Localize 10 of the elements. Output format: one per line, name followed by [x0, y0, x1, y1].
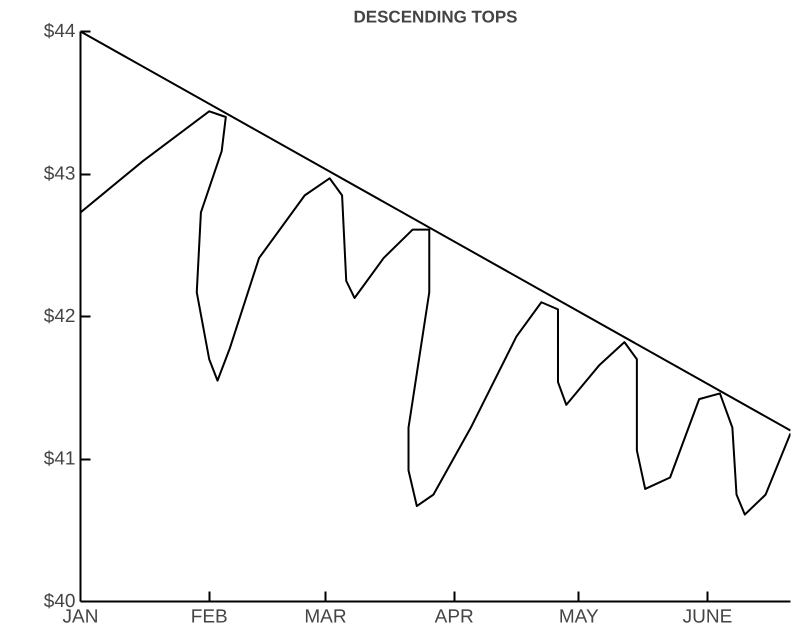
y-tick-label: $44	[44, 21, 76, 42]
y-tick-label: $41	[44, 448, 76, 470]
y-tick-label: $42	[44, 306, 76, 327]
x-tick-label: FEB	[190, 606, 228, 628]
x-tick-label: MAY	[558, 606, 599, 628]
x-tick-label: APR	[434, 606, 474, 628]
x-tick-label: JUNE	[682, 606, 732, 628]
y-tick-label: $43	[44, 164, 76, 184]
chart-title: DESCENDING TOPS	[353, 8, 518, 26]
x-tick-label: MAR	[304, 606, 347, 628]
